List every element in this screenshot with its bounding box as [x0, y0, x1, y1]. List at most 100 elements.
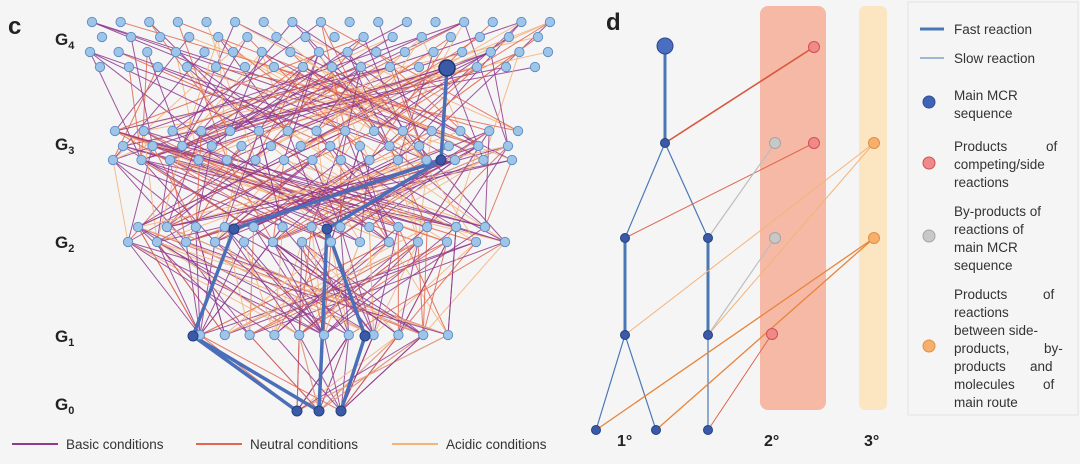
- side-product-node: [767, 329, 778, 340]
- molecule-node: [319, 330, 328, 339]
- molecule-node: [145, 17, 154, 26]
- slow-reaction-edge: [596, 335, 625, 430]
- molecule-node: [210, 237, 219, 246]
- gen-label-g2: G2: [55, 233, 74, 255]
- molecule-node: [249, 222, 258, 231]
- main-sequence-node: [652, 426, 661, 435]
- molecule-node: [450, 155, 459, 164]
- slow-reaction-edge: [665, 143, 708, 238]
- degree-labels: 1° 2° 3°: [617, 433, 879, 450]
- molecule-node: [486, 47, 495, 56]
- molecule-node: [126, 32, 135, 41]
- legend-cross-circle: [923, 340, 935, 352]
- molecule-node: [394, 222, 403, 231]
- reaction-edge: [419, 22, 550, 146]
- molecule-node: [515, 47, 524, 56]
- main-route-node: [292, 406, 302, 416]
- molecule-node: [191, 222, 200, 231]
- legend-label-basic: Basic conditions: [66, 437, 164, 452]
- molecule-node: [504, 32, 513, 41]
- molecule-node: [153, 62, 162, 71]
- molecule-node: [240, 62, 249, 71]
- molecule-node: [507, 155, 516, 164]
- molecule-node: [503, 141, 512, 150]
- reaction-edge: [341, 335, 398, 411]
- molecule-node: [422, 155, 431, 164]
- molecule-node: [314, 47, 323, 56]
- molecule-node: [297, 237, 306, 246]
- molecule-node: [123, 237, 132, 246]
- degree-label-primary: 1°: [617, 433, 632, 450]
- molecule-node: [431, 17, 440, 26]
- molecule-node: [500, 237, 509, 246]
- molecule-node: [207, 141, 216, 150]
- molecule-node: [181, 237, 190, 246]
- main-route-node: [360, 331, 370, 341]
- molecule-node: [327, 62, 336, 71]
- molecule-node: [268, 237, 277, 246]
- molecule-node: [272, 32, 281, 41]
- molecule-node: [336, 222, 345, 231]
- legend-side-circle: [923, 157, 935, 169]
- molecule-node: [257, 47, 266, 56]
- molecule-node: [341, 126, 350, 135]
- molecule-node: [442, 237, 451, 246]
- molecule-node: [143, 47, 152, 56]
- molecule-node: [139, 126, 148, 135]
- main-sequence-node: [661, 139, 670, 148]
- degree-label-tertiary: 3°: [864, 433, 879, 450]
- molecule-node: [87, 17, 96, 26]
- gen-label-g1: G1: [55, 327, 74, 349]
- molecule-node: [137, 155, 146, 164]
- molecule-node: [475, 32, 484, 41]
- molecule-node: [312, 126, 321, 135]
- main-route-node: [322, 224, 332, 234]
- molecule-node: [168, 126, 177, 135]
- molecule-node: [225, 126, 234, 135]
- molecule-node: [384, 237, 393, 246]
- molecule-node: [471, 237, 480, 246]
- reaction-edge: [250, 227, 254, 335]
- molecule-node: [171, 47, 180, 56]
- molecule-node: [283, 126, 292, 135]
- molecule-node: [178, 141, 187, 150]
- molecule-node: [162, 222, 171, 231]
- reaction-edge: [225, 227, 299, 335]
- cross-reaction-edge: [625, 143, 874, 335]
- byproduct-node: [770, 138, 781, 149]
- molecule-node: [97, 32, 106, 41]
- reaction-edge: [113, 160, 128, 242]
- legend-label-acidic: Acidic conditions: [446, 437, 547, 452]
- panel-d-label: d: [606, 9, 621, 36]
- slow-reaction-edge: [625, 335, 656, 430]
- molecule-node: [374, 17, 383, 26]
- generation-labels: G4 G3 G2 G1 G0: [55, 30, 75, 417]
- molecule-node: [239, 237, 248, 246]
- molecule-node: [443, 330, 452, 339]
- molecule-node: [385, 62, 394, 71]
- molecule-node: [197, 126, 206, 135]
- molecule-node: [230, 17, 239, 26]
- molecule-node: [165, 155, 174, 164]
- gen-label-g4: G4: [55, 30, 75, 52]
- main-route-node: [314, 406, 324, 416]
- main-sequence-node: [621, 331, 630, 340]
- molecule-node: [124, 62, 133, 71]
- reaction-edge: [485, 131, 489, 227]
- molecule-node: [422, 222, 431, 231]
- main-sequence-node: [704, 426, 713, 435]
- molecule-node: [479, 155, 488, 164]
- cross-product-node: [869, 233, 880, 244]
- molecule-node: [355, 237, 364, 246]
- molecule-node: [259, 17, 268, 26]
- molecule-node: [286, 47, 295, 56]
- molecule-node: [155, 32, 164, 41]
- molecule-node: [480, 222, 489, 231]
- molecule-node: [173, 17, 182, 26]
- molecule-node: [427, 126, 436, 135]
- molecule-node: [417, 32, 426, 41]
- molecule-node: [211, 62, 220, 71]
- molecule-node: [194, 155, 203, 164]
- molecule-node: [85, 47, 94, 56]
